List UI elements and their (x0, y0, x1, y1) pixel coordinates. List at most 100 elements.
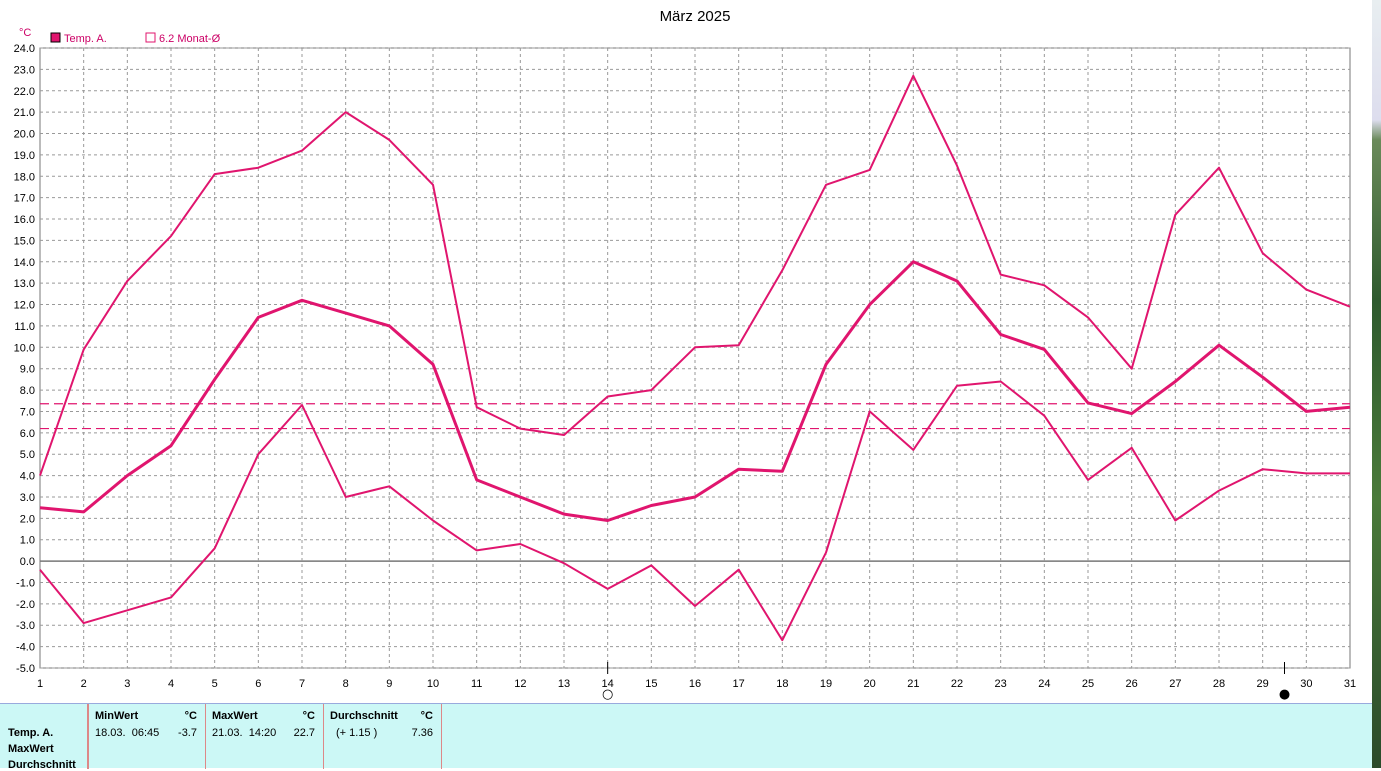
avg-delta: (+ 1.15 ) (336, 727, 378, 739)
y-tick-label: 9.0 (20, 364, 35, 376)
x-tick-label: 11 (471, 678, 482, 690)
x-tick-label: 31 (1344, 678, 1356, 690)
y-tick-label: 15.0 (14, 235, 35, 247)
y-tick-label: 1.0 (20, 535, 35, 547)
x-tick-label: 23 (995, 678, 1007, 690)
y-tick-label: -3.0 (16, 620, 35, 632)
summary-avg-column: Durchschnitt °C (+ 1.15 ) 7.36 (324, 704, 442, 769)
x-tick-label: 19 (820, 678, 832, 690)
moon-phase-icon: ○ (602, 687, 613, 702)
x-tick-label: 17 (733, 678, 745, 690)
legend: Temp. A. 6.2 Monat-Ø (50, 32, 221, 45)
x-tick-label: 15 (645, 678, 657, 690)
x-tick-label: 30 (1300, 678, 1312, 690)
summary-row-label-max: MaxWert (8, 743, 54, 755)
series-lines (39, 74, 1351, 642)
x-tick-label: 29 (1257, 678, 1269, 690)
y-tick-label: 12.0 (14, 300, 35, 312)
x-tick-label: 28 (1213, 678, 1225, 690)
summary-row-label-temp: Temp. A. (8, 727, 54, 739)
y-tick-label: 4.0 (20, 471, 35, 483)
x-tick-label: 20 (864, 678, 876, 690)
min-date: 18.03. (95, 727, 126, 739)
summary-panel: Temp. A. MaxWert Durchschnitt MinWert °C … (0, 703, 1374, 771)
y-tick-label: 11.0 (14, 321, 35, 333)
temperature-chart: März 2025 °C Temp. A. 6.2 Monat-Ø -5.0 -4… (14, 8, 1357, 702)
reference-lines (40, 403, 1350, 430)
x-tick-label: 4 (168, 678, 174, 690)
moon-phase-icon: ● (1279, 687, 1290, 702)
max-header: MaxWert (212, 710, 258, 722)
y-tick-label: 22.0 (14, 86, 35, 98)
y-tick-label: 21.0 (14, 107, 35, 119)
y-tick-label: -1.0 (16, 577, 35, 589)
x-tick-label: 13 (558, 678, 570, 690)
min-header: MinWert (95, 710, 139, 722)
x-tick-label: 21 (907, 678, 919, 690)
max-value: 22.7 (293, 727, 315, 739)
moon-phase-markers: ○ ● (602, 662, 1290, 702)
min-value: -3.7 (178, 727, 197, 739)
x-tick-label: 27 (1169, 678, 1181, 690)
x-tick-label: 6 (255, 678, 261, 690)
y-tick-label: 16.0 (14, 214, 35, 226)
y-axis: -5.0 -4.0 -3.0 -2.0 -1.0 0.0 1.0 2.0 3.0 4.0 5.0 6.… (14, 43, 35, 675)
y-tick-label: 6.0 (20, 428, 35, 440)
max-time: 14:20 (248, 727, 277, 739)
x-tick-label: 7 (299, 678, 305, 690)
max-unit: °C (302, 710, 315, 722)
y-tick-label: -4.0 (16, 642, 35, 654)
chart-title: März 2025 (660, 8, 731, 25)
y-tick-label: 20.0 (14, 129, 35, 141)
x-tick-label: 14 (602, 678, 614, 690)
y-tick-label: 14.0 (14, 257, 35, 269)
x-tick-label: 3 (124, 678, 130, 690)
x-tick-label: 25 (1082, 678, 1094, 690)
legend-label-monthly-avg: 6.2 Monat-Ø (159, 33, 221, 45)
y-tick-label: 0.0 (20, 556, 35, 568)
min-time: 06:45 (131, 727, 160, 739)
legend-swatch-monthly-avg (145, 32, 156, 43)
legend-swatch-temp (50, 32, 61, 43)
y-tick-label: 23.0 (14, 64, 35, 76)
x-tick-label: 1 (37, 678, 43, 690)
x-tick-label: 8 (343, 678, 349, 690)
x-tick-label: 12 (514, 678, 526, 690)
legend-label-temp: Temp. A. (64, 33, 107, 45)
y-tick-label: 2.0 (20, 513, 35, 525)
x-tick-label: 10 (427, 678, 439, 690)
summary-label-column (0, 704, 88, 769)
series-min-line (39, 380, 1350, 642)
avg-header: Durchschnitt (330, 710, 398, 722)
y-tick-label: -5.0 (16, 663, 35, 675)
min-unit: °C (184, 710, 197, 722)
x-tick-label: 5 (212, 678, 218, 690)
avg-unit: °C (420, 710, 433, 722)
y-tick-label: 24.0 (14, 43, 35, 55)
x-tick-label: 16 (689, 678, 701, 690)
y-tick-label: 8.0 (20, 385, 35, 397)
x-tick-label: 22 (951, 678, 963, 690)
y-tick-label: 17.0 (14, 193, 35, 205)
x-tick-label: 18 (776, 678, 788, 690)
y-tick-label: 7.0 (20, 406, 35, 418)
y-tick-label: 18.0 (14, 171, 35, 183)
series-avg-line (39, 260, 1351, 522)
y-tick-label: 10.0 (14, 342, 35, 354)
y-tick-label: 19.0 (14, 150, 35, 162)
y-tick-label: 13.0 (14, 278, 35, 290)
y-tick-label: 5.0 (20, 449, 35, 461)
x-tick-label: 24 (1038, 678, 1050, 690)
x-axis: 1 2 3 4 5 6 7 8 9 10 11 12 13 14 15 16 17 18 19 20 21 22 23 24 2… (37, 678, 1356, 690)
series-max-line (39, 74, 1351, 476)
max-date: 21.03. (212, 727, 243, 739)
y-tick-label: -2.0 (16, 599, 35, 611)
summary-max-column: MaxWert °C 21.03. 14:20 22.7 (206, 704, 324, 769)
desktop-edge (1372, 0, 1381, 768)
x-tick-label: 26 (1126, 678, 1138, 690)
x-tick-label: 2 (81, 678, 87, 690)
y-tick-label: 3.0 (20, 492, 35, 504)
summary-min-column: MinWert °C 18.03. 06:45 -3.7 (88, 704, 206, 769)
x-tick-label: 9 (386, 678, 392, 690)
y-axis-unit: °C (19, 27, 31, 39)
